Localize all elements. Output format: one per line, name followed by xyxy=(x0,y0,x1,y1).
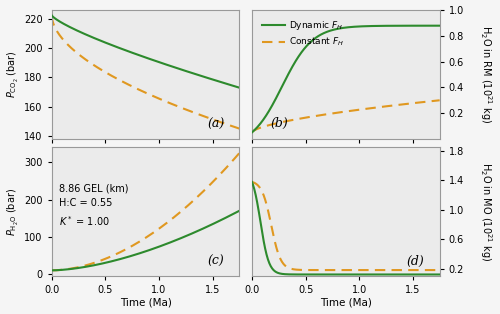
Text: (a): (a) xyxy=(207,118,224,131)
Text: (d): (d) xyxy=(407,255,424,268)
Y-axis label: $P_{\mathrm{CO_2}}$ (bar): $P_{\mathrm{CO_2}}$ (bar) xyxy=(6,51,22,98)
X-axis label: Time (Ma): Time (Ma) xyxy=(120,298,172,308)
Legend: Dynamic $F_{H}$, Constant $F_{H}$: Dynamic $F_{H}$, Constant $F_{H}$ xyxy=(260,17,346,50)
Y-axis label: $P_{\mathrm{H_2O}}$ (bar): $P_{\mathrm{H_2O}}$ (bar) xyxy=(6,188,22,236)
Text: (b): (b) xyxy=(270,117,288,130)
Text: (c): (c) xyxy=(208,255,224,268)
Text: 8.86 GEL (km)
H:C = 0.55
$K^*$ = 1.00: 8.86 GEL (km) H:C = 0.55 $K^*$ = 1.00 xyxy=(59,183,128,228)
X-axis label: Time (Ma): Time (Ma) xyxy=(320,298,372,308)
Y-axis label: H$_2$O in MO ($10^{21}$ kg): H$_2$O in MO ($10^{21}$ kg) xyxy=(478,162,494,261)
Y-axis label: H$_2$O in RM ($10^{21}$ kg): H$_2$O in RM ($10^{21}$ kg) xyxy=(478,25,494,124)
